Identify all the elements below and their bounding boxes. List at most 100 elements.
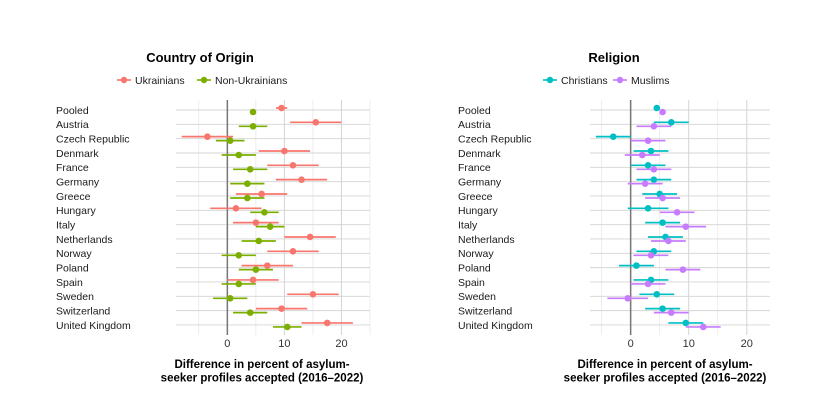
row-label-norway: Norway	[458, 248, 494, 260]
x-axis-title-line: seeker profiles accepted (2016–2022)	[564, 373, 767, 385]
x-axis-title: Difference in percent of asylum-seeker p…	[564, 359, 767, 385]
row-label-norway: Norway	[56, 248, 92, 260]
row-label-germany: Germany	[56, 176, 100, 188]
point-non-ukrainians	[235, 280, 243, 288]
point-muslims	[699, 323, 707, 331]
panel-title: Country of Origin	[146, 50, 254, 65]
point-muslims	[641, 180, 649, 187]
point-christians	[667, 119, 675, 126]
point-muslims	[673, 209, 681, 216]
point-non-ukrainians	[226, 294, 234, 302]
point-muslims	[665, 237, 672, 245]
point-muslims	[624, 294, 632, 302]
point-ukrainians	[258, 190, 265, 198]
point-christians	[659, 305, 666, 312]
row-label-pooled: Pooled	[458, 105, 491, 117]
point-non-ukrainians	[235, 252, 243, 259]
point-ukrainians	[323, 319, 331, 327]
point-ukrainians	[204, 133, 211, 140]
plot-area	[590, 100, 770, 335]
series-ukrainians	[181, 104, 353, 327]
row-label-czech-republic: Czech Republic	[56, 133, 130, 145]
row-label-spain: Spain	[458, 277, 485, 289]
point-non-ukrainians	[244, 194, 251, 202]
point-muslims	[644, 137, 652, 144]
point-ukrainians	[306, 233, 314, 241]
row-label-france: France	[458, 162, 491, 174]
series-non-ukrainians	[213, 108, 302, 331]
series-muslims	[607, 108, 721, 331]
row-label-greece: Greece	[458, 191, 493, 203]
row-label-sweden: Sweden	[458, 291, 496, 303]
x-tick-label: 0	[224, 338, 230, 350]
point-non-ukrainians	[255, 237, 263, 245]
legend-key-marker-muslims	[616, 76, 624, 84]
x-axis-title-line: seeker profiles accepted (2016–2022)	[161, 373, 364, 385]
legend-label-christians: Christians	[561, 75, 608, 87]
point-non-ukrainians	[244, 180, 251, 187]
point-ukrainians	[252, 219, 260, 226]
point-non-ukrainians	[246, 166, 254, 173]
x-tick-label: 10	[278, 338, 290, 350]
x-tick-label: 20	[741, 338, 753, 350]
row-label-united-kingdom: United Kingdom	[56, 320, 131, 332]
row-label-netherlands: Netherlands	[458, 234, 515, 246]
row-label-denmark: Denmark	[458, 148, 501, 160]
point-christians	[609, 133, 617, 140]
row-label-switzerland: Switzerland	[56, 305, 110, 317]
x-axis-title-line: Difference in percent of asylum-	[577, 359, 752, 371]
point-muslims	[650, 123, 658, 130]
point-christians	[650, 176, 658, 183]
row-label-netherlands: Netherlands	[56, 234, 113, 246]
point-christians	[653, 290, 661, 298]
point-christians	[659, 219, 666, 226]
x-tick-label: 20	[335, 338, 347, 350]
x-tick-label: 10	[683, 338, 695, 350]
row-label-pooled: Pooled	[56, 105, 89, 117]
point-non-ukrainians	[246, 309, 254, 316]
point-muslims	[647, 252, 655, 259]
legend-key-marker-christians	[546, 76, 554, 84]
series-christians	[595, 104, 704, 327]
row-label-hungary: Hungary	[56, 205, 96, 217]
x-axis-title-line: Difference in percent of asylum-	[174, 359, 349, 371]
point-non-ukrainians	[266, 223, 274, 230]
legend-label-muslims: Muslims	[631, 75, 670, 87]
row-label-poland: Poland	[458, 262, 491, 274]
point-non-ukrainians	[252, 266, 260, 273]
point-ukrainians	[263, 262, 271, 269]
row-label-switzerland: Switzerland	[458, 305, 512, 317]
point-non-ukrainians	[249, 123, 257, 130]
panel-religion: Religion Christians Muslims Pooled Austria Cz…	[458, 50, 770, 385]
point-christians	[653, 104, 661, 112]
row-label-denmark: Denmark	[56, 148, 99, 160]
legend-key-marker-ukrainians	[120, 76, 128, 84]
point-muslims	[650, 166, 658, 173]
row-label-austria: Austria	[458, 119, 491, 131]
row-label-germany: Germany	[458, 176, 502, 188]
point-christians	[644, 162, 652, 169]
row-label-hungary: Hungary	[458, 205, 498, 217]
row-label-united-kingdom: United Kingdom	[458, 320, 533, 332]
legend-label-non-ukrainians: Non-Ukrainians	[215, 75, 287, 87]
x-axis-title: Difference in percent of asylum-seeker p…	[161, 359, 364, 385]
row-label-france: France	[56, 162, 89, 174]
row-label-italy: Italy	[56, 219, 76, 231]
point-ukrainians	[249, 276, 257, 284]
row-label-czech-republic: Czech Republic	[458, 133, 532, 145]
row-label-austria: Austria	[56, 119, 89, 131]
point-ukrainians	[289, 248, 297, 255]
point-muslims	[682, 223, 690, 230]
point-ukrainians	[278, 104, 285, 112]
panel-title: Religion	[588, 50, 639, 65]
row-label-spain: Spain	[56, 277, 83, 289]
point-non-ukrainians	[235, 151, 243, 159]
point-ukrainians	[281, 147, 288, 155]
row-label-italy: Italy	[458, 219, 478, 231]
point-christians	[682, 319, 690, 327]
point-ukrainians	[232, 205, 240, 212]
row-label-greece: Greece	[56, 191, 91, 203]
point-christians	[644, 205, 652, 212]
point-ukrainians	[298, 176, 305, 183]
